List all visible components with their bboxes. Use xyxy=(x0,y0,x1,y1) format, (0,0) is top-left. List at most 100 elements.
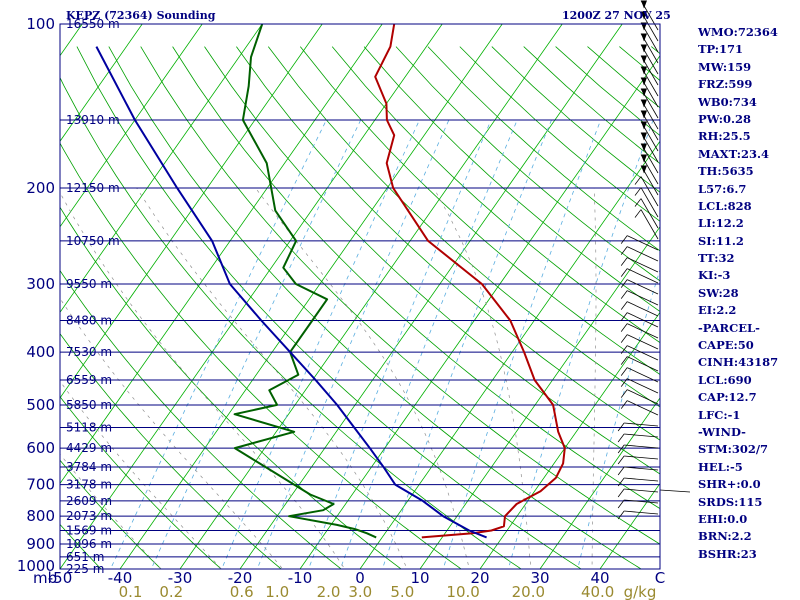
dry-adiabat xyxy=(60,523,102,569)
wind-barb-feather xyxy=(634,187,642,196)
dry-adiabat xyxy=(331,46,660,344)
isotherm xyxy=(60,24,263,314)
index-item: KI:-3 xyxy=(698,268,731,283)
wind-barb xyxy=(640,121,659,152)
index-item: SW:28 xyxy=(698,285,739,300)
dry-adiabat xyxy=(172,46,660,510)
indices-list: WMO:72364 TP:171 MW:159 FRZ:599 WB0:734 PW:0.… xyxy=(698,24,778,563)
wind-barb xyxy=(620,334,659,350)
wind-barb-shaft xyxy=(627,334,659,350)
wind-barb xyxy=(617,433,659,443)
wind-barb-shaft xyxy=(627,312,659,328)
moist-adiabat xyxy=(591,188,597,569)
pressure-tick-label: 600 xyxy=(26,439,55,457)
mixing-ratio-unit: g/kg xyxy=(624,583,657,600)
pressure-tick-label: 100 xyxy=(26,15,55,33)
wind-barb-shaft xyxy=(624,477,659,482)
wind-barb xyxy=(620,345,659,361)
temperature-tick-label: -20 xyxy=(228,569,253,587)
wind-barb-feather xyxy=(620,301,628,310)
wind-barb xyxy=(640,154,659,185)
wind-barb xyxy=(640,66,659,97)
wind-barb xyxy=(617,466,659,476)
height-label: 12150 m xyxy=(66,181,120,195)
isotherm xyxy=(0,24,22,569)
index-item: LCL:828 xyxy=(698,198,752,213)
plot-frame xyxy=(59,23,661,570)
pressure-unit-label: mb xyxy=(33,569,57,587)
index-item: CAP:12.7 xyxy=(698,390,757,405)
wind-barb-flag xyxy=(641,143,647,152)
wind-barb-flag xyxy=(641,165,647,174)
wind-barb-shaft xyxy=(627,290,659,306)
dry-adiabat xyxy=(60,269,342,569)
wind-barb-flag xyxy=(641,110,647,119)
wind-barb-feather xyxy=(634,209,642,218)
index-item: CINH:43187 xyxy=(698,355,779,370)
wind-barb-feather xyxy=(620,389,628,398)
wind-barb-feather xyxy=(617,455,625,465)
temperature-tick-label: C xyxy=(655,569,665,587)
wind-barb xyxy=(620,268,659,284)
height-label: 3784 m xyxy=(66,460,112,474)
profile-line xyxy=(374,24,566,539)
temperature-tick-label: -30 xyxy=(168,569,193,587)
dry-adiabat xyxy=(60,206,402,569)
wind-barb xyxy=(620,323,659,339)
dry-adiabat xyxy=(299,46,660,375)
wind-barb xyxy=(620,389,659,405)
temperature-tick-label: -10 xyxy=(288,569,313,587)
wind-barb xyxy=(640,165,659,196)
index-item: STM:302/7 xyxy=(698,442,769,457)
temperature-tick-label: -40 xyxy=(108,569,133,587)
profile-line xyxy=(233,24,377,539)
wind-barb-feather xyxy=(620,268,628,277)
wind-barb xyxy=(620,290,659,306)
dry-adiabat xyxy=(60,333,282,569)
wind-barb-shaft xyxy=(624,499,659,504)
wind-barb xyxy=(634,209,659,240)
wind-barb-shaft xyxy=(627,378,659,394)
moist-adiabat xyxy=(255,187,470,569)
wind-barbs xyxy=(617,0,691,520)
moist-adiabat xyxy=(60,192,346,569)
pressure-tick-label: 800 xyxy=(26,507,55,525)
isotherm xyxy=(239,24,623,569)
wind-barb xyxy=(620,301,659,317)
isotherm xyxy=(359,140,660,569)
wind-barb-shaft xyxy=(627,400,659,416)
wind-barb-shaft xyxy=(627,268,659,284)
wind-barb xyxy=(620,257,659,273)
dry-adiabat xyxy=(60,459,162,569)
wind-barb-flag xyxy=(641,88,647,97)
wind-barb-flag xyxy=(641,44,647,53)
index-item: HEL:-5 xyxy=(698,459,743,474)
isotherm xyxy=(60,24,203,228)
index-item: EHI:0.0 xyxy=(698,511,748,526)
isotherm xyxy=(539,397,660,569)
plot-area xyxy=(60,24,660,569)
wind-barb-shaft xyxy=(624,433,659,438)
index-item: FRZ:599 xyxy=(698,77,753,92)
index-item: TH:5635 xyxy=(698,164,754,179)
moist-adiabat xyxy=(60,297,284,569)
wind-barb-flag xyxy=(641,11,647,20)
wind-barb-flag xyxy=(641,22,647,31)
isotherm xyxy=(60,24,143,142)
wind-barb xyxy=(640,77,659,108)
wind-barb-shaft xyxy=(624,422,659,427)
height-label: 1569 m xyxy=(66,524,112,538)
pressure-tick-label: 300 xyxy=(26,275,55,293)
wind-barb xyxy=(620,279,659,295)
index-item: SHR+:0.0 xyxy=(698,477,761,492)
index-item: L57:6.7 xyxy=(698,181,747,196)
wind-barb-shaft xyxy=(627,279,659,295)
wind-barb-shaft xyxy=(640,198,659,229)
temperature-tick-label: 30 xyxy=(530,569,549,587)
height-label: 1096 m xyxy=(66,537,112,551)
wind-barb xyxy=(617,422,659,432)
wind-barb xyxy=(620,356,659,372)
wind-barb xyxy=(617,455,659,465)
